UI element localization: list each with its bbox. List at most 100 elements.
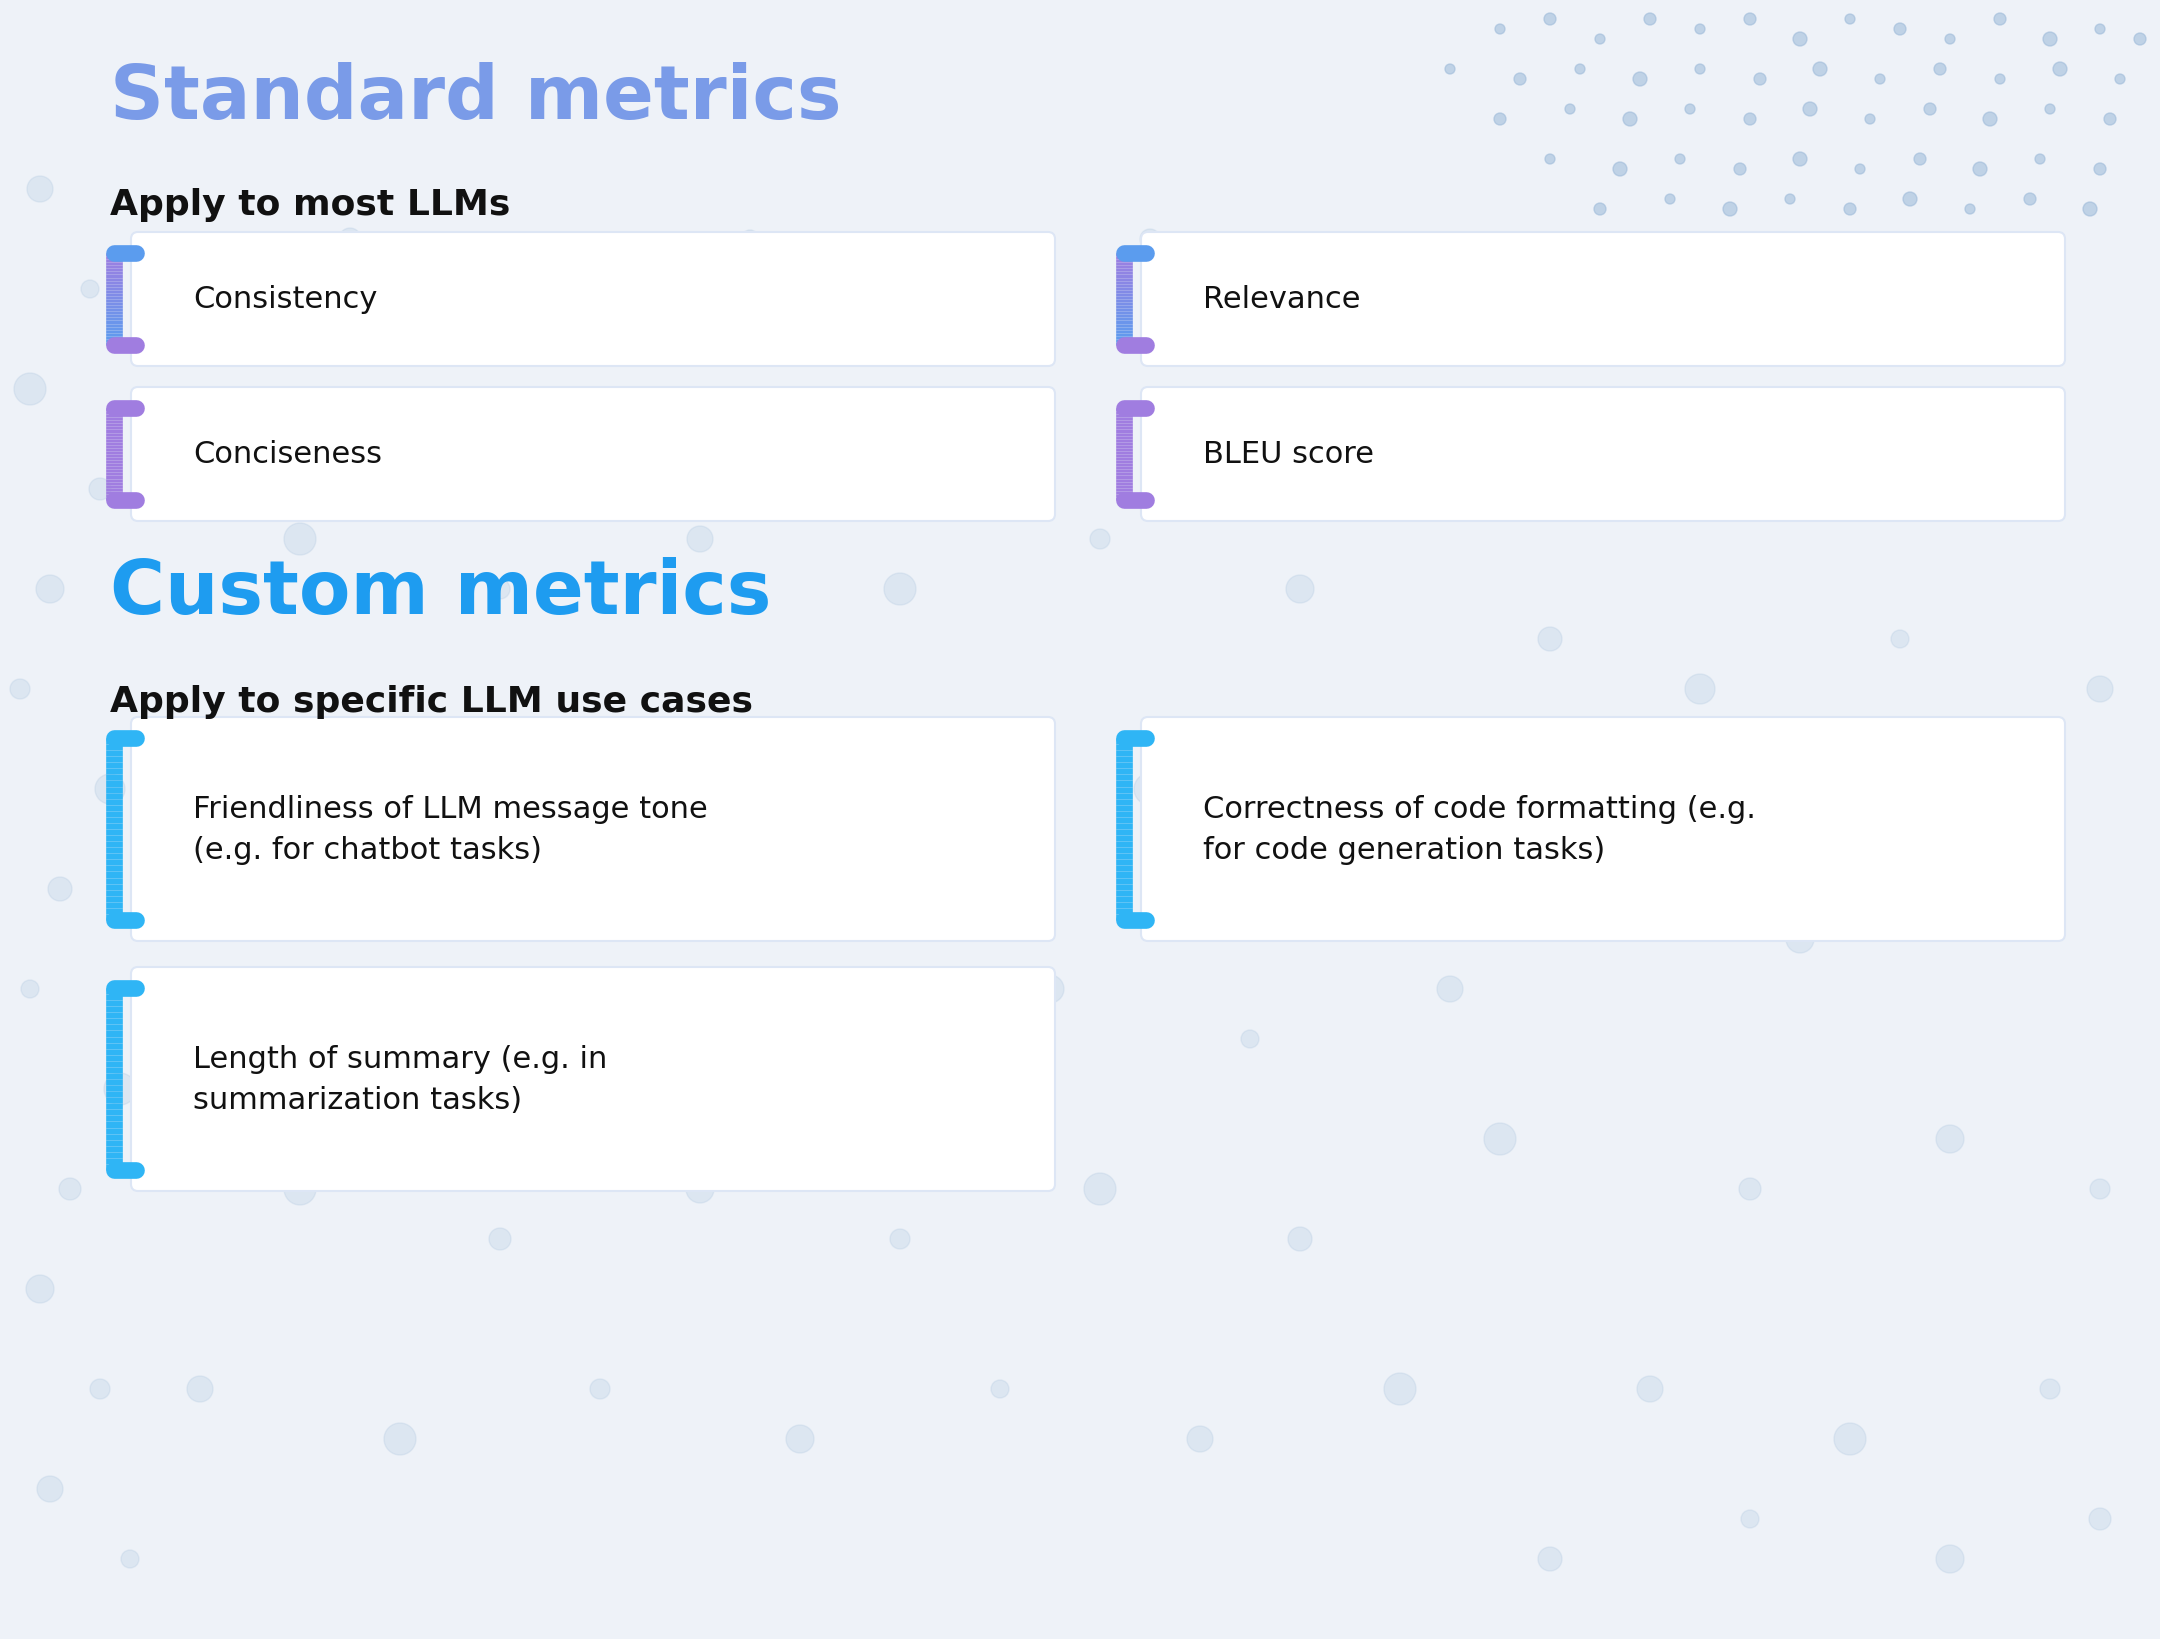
Circle shape	[786, 1426, 814, 1454]
Circle shape	[2082, 203, 2097, 216]
Circle shape	[384, 1423, 417, 1455]
Circle shape	[89, 479, 110, 500]
Circle shape	[1903, 193, 1918, 207]
FancyBboxPatch shape	[1140, 388, 2065, 521]
Circle shape	[1935, 1546, 1963, 1573]
Text: Relevance: Relevance	[1203, 285, 1361, 315]
Circle shape	[1741, 1510, 1758, 1528]
Circle shape	[1996, 75, 2004, 85]
Circle shape	[1188, 1426, 1214, 1452]
Circle shape	[1484, 1123, 1516, 1155]
Circle shape	[2091, 1180, 2110, 1200]
Circle shape	[1337, 275, 1363, 303]
Circle shape	[1436, 977, 1462, 1003]
Circle shape	[2104, 115, 2117, 126]
Circle shape	[1989, 879, 2011, 900]
Circle shape	[1134, 774, 1166, 805]
Circle shape	[1644, 15, 1657, 26]
Circle shape	[441, 1029, 460, 1049]
Circle shape	[1495, 115, 1506, 126]
FancyBboxPatch shape	[132, 967, 1054, 1192]
FancyBboxPatch shape	[132, 718, 1054, 941]
Text: BLEU score: BLEU score	[1203, 441, 1374, 469]
Circle shape	[1875, 75, 1886, 85]
Circle shape	[1339, 829, 1361, 849]
Circle shape	[1084, 1174, 1117, 1205]
Circle shape	[2043, 33, 2056, 48]
Circle shape	[1739, 1178, 1760, 1200]
Text: Friendliness of LLM message tone
(e.g. for chatbot tasks): Friendliness of LLM message tone (e.g. f…	[192, 795, 708, 864]
Circle shape	[741, 780, 758, 798]
FancyBboxPatch shape	[132, 233, 1054, 367]
Circle shape	[883, 574, 916, 606]
Circle shape	[1804, 103, 1817, 116]
Circle shape	[1538, 628, 1562, 652]
Circle shape	[1445, 66, 1456, 75]
Circle shape	[1696, 66, 1704, 75]
Circle shape	[2115, 75, 2125, 85]
Circle shape	[991, 1380, 1009, 1398]
Circle shape	[1724, 203, 1737, 216]
Circle shape	[339, 229, 361, 251]
Circle shape	[687, 526, 713, 552]
Circle shape	[1685, 675, 1715, 705]
Circle shape	[490, 580, 510, 600]
Circle shape	[2035, 156, 2046, 166]
Text: Consistency: Consistency	[192, 285, 378, 315]
Circle shape	[235, 975, 264, 1003]
Circle shape	[1845, 203, 1855, 216]
Circle shape	[1674, 156, 1685, 166]
Circle shape	[22, 980, 39, 998]
Circle shape	[1864, 115, 1875, 125]
FancyBboxPatch shape	[132, 388, 1054, 521]
Circle shape	[1786, 926, 1814, 954]
Circle shape	[1665, 195, 1674, 205]
Circle shape	[82, 280, 99, 298]
Circle shape	[1784, 195, 1795, 205]
Circle shape	[1933, 64, 1946, 75]
Circle shape	[536, 275, 566, 305]
Circle shape	[1743, 115, 1756, 126]
Circle shape	[1544, 15, 1555, 26]
Circle shape	[1754, 74, 1767, 85]
Circle shape	[937, 826, 963, 852]
Circle shape	[26, 177, 54, 203]
Circle shape	[2093, 164, 2106, 175]
Circle shape	[2095, 25, 2106, 34]
Circle shape	[121, 1550, 138, 1569]
Circle shape	[1566, 105, 1575, 115]
Text: Length of summary (e.g. in
summarization tasks): Length of summary (e.g. in summarization…	[192, 1044, 607, 1115]
Circle shape	[1944, 34, 1955, 44]
Circle shape	[1514, 74, 1525, 85]
Circle shape	[1793, 33, 1808, 48]
Circle shape	[1845, 15, 1855, 25]
Circle shape	[1793, 152, 1808, 167]
Circle shape	[1594, 34, 1605, 44]
Circle shape	[95, 775, 125, 805]
Circle shape	[1140, 229, 1160, 249]
Circle shape	[337, 777, 363, 801]
Circle shape	[2039, 1378, 2061, 1400]
Circle shape	[1622, 113, 1637, 126]
Circle shape	[2024, 193, 2037, 207]
Circle shape	[635, 974, 665, 1005]
Circle shape	[1633, 74, 1646, 87]
Circle shape	[1935, 1126, 1963, 1154]
Circle shape	[1385, 1373, 1417, 1405]
Circle shape	[1812, 62, 1827, 77]
Circle shape	[1575, 66, 1585, 75]
Circle shape	[838, 1028, 862, 1051]
Circle shape	[1972, 162, 1987, 177]
Text: Conciseness: Conciseness	[192, 441, 382, 469]
Circle shape	[1894, 25, 1905, 36]
Circle shape	[2046, 105, 2054, 115]
Text: Custom metrics: Custom metrics	[110, 557, 771, 629]
Circle shape	[1734, 164, 1745, 175]
Circle shape	[1685, 105, 1696, 115]
Circle shape	[1495, 25, 1506, 34]
Circle shape	[1037, 975, 1065, 1003]
Circle shape	[2134, 34, 2147, 46]
Circle shape	[1966, 205, 1974, 215]
Circle shape	[1983, 113, 1998, 126]
Text: Correctness of code formatting (e.g.
for code generation tasks): Correctness of code formatting (e.g. for…	[1203, 795, 1756, 864]
